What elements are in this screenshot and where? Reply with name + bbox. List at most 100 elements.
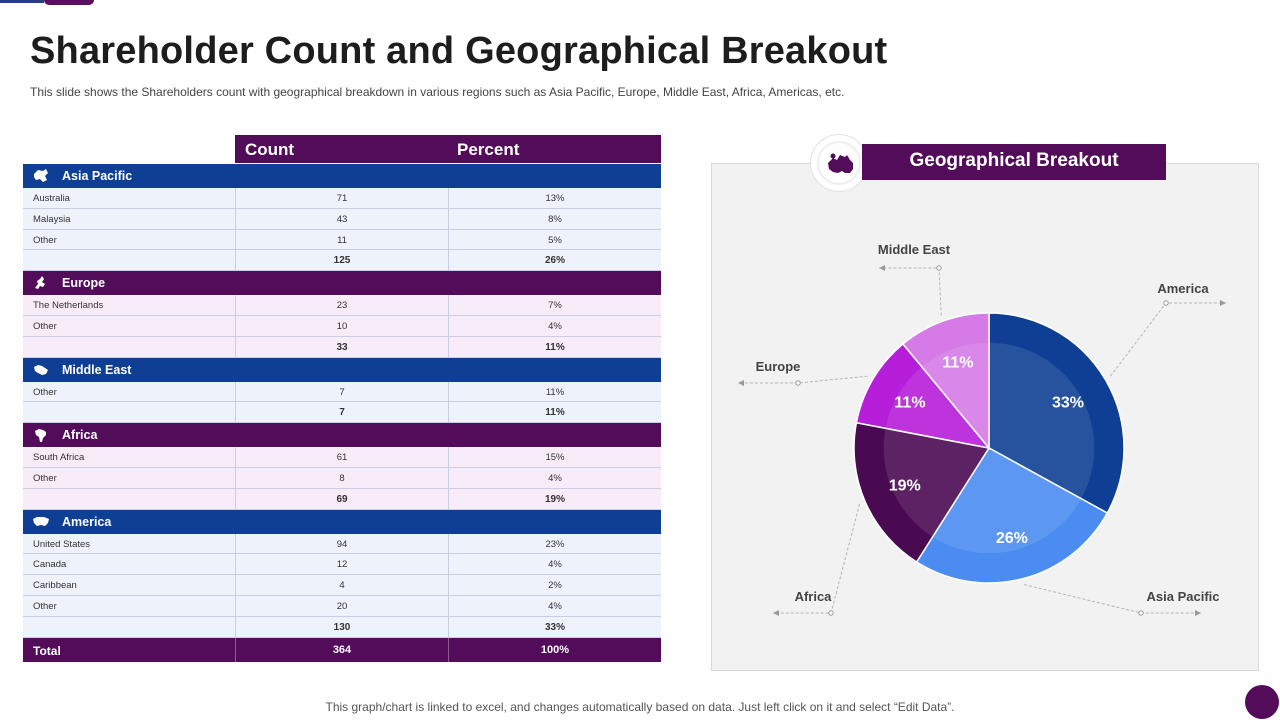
table-row: Other 7 11% [23,381,661,403]
callout-line [738,375,868,384]
row-count: 43 [235,208,448,229]
callout-label: Middle East [878,242,951,257]
row-count: 7 [235,381,448,402]
row-percent: 4% [448,554,661,575]
row-name: Australia [33,193,70,204]
row-name: Other [33,600,57,612]
callout-label: Europe [756,359,801,374]
callout-arrow [1220,300,1226,306]
pie-slice-america [988,312,1125,515]
top-accent-tab [44,0,94,5]
footer-note: This graph/chart is linked to excel, and… [325,700,955,714]
table-row: Other 10 4% [23,315,661,337]
pie-value-label: 11% [942,355,973,372]
row-name: Canada [33,559,67,571]
section-label: Europe [62,276,106,291]
subtotal-count: 69 [235,488,448,509]
page-subtitle: This slide shows the Shareholders count … [30,85,845,99]
header-count: Count [245,140,295,159]
table-row: Other 20 4% [23,595,661,617]
subtotal-percent: 11% [448,402,661,423]
table-row: Caribbean 4 2% [23,575,661,596]
row-name: The Netherlands [33,300,104,312]
row-percent: 13% [448,188,661,208]
row-percent: 4% [448,467,661,488]
pie-value-label: 19% [889,477,921,494]
header-percent: Percent [457,140,520,159]
section-header: Middle East [23,357,661,382]
section-header: America [23,509,661,534]
africa-map-icon [32,427,50,443]
row-count: 12 [235,554,448,575]
row-percent: 15% [448,447,661,467]
section-label: America [62,514,112,529]
row-percent: 4% [448,595,661,616]
callout-dot [936,265,942,271]
row-percent: 2% [448,575,661,595]
row-count: 23 [235,295,448,315]
callout-dot [1163,300,1169,306]
row-count: 8 [235,467,448,488]
subtotal-count: 125 [235,250,448,271]
subtotal-row: 125 26% [23,250,661,272]
callout-label: America [1157,281,1209,296]
callout-label: Africa [795,589,833,604]
row-count: 11 [235,229,448,250]
total-percent: 100% [448,637,661,662]
row-count: 61 [235,447,448,467]
top-accent-bar [0,0,44,3]
subtotal-percent: 19% [448,488,661,509]
row-percent: 11% [448,381,661,402]
pie-value-label: 11% [894,394,925,411]
row-percent: 23% [448,533,661,554]
callout-dot [1138,610,1144,616]
subtotal-row: 69 19% [23,488,661,510]
subtotal-row: 33 11% [23,336,661,358]
callout-line [1109,302,1226,377]
subtotal-count: 33 [235,336,448,357]
row-name: Caribbean [33,580,77,592]
subtotal-percent: 11% [448,336,661,357]
row-name: Other [33,472,57,484]
chart-title: Geographical Breakout [862,144,1166,180]
row-count: 71 [235,188,448,208]
subtotal-count: 7 [235,402,448,423]
callout-dot [795,380,801,386]
table-row: Other 11 5% [23,229,661,251]
pie-chart: 33% 26% 19% 11% 11% America Asia Pacific Africa… [738,242,1226,616]
callout-arrow [773,610,779,616]
asia-pacific-map-icon [32,168,50,184]
callout-arrow [1195,610,1201,616]
pie-slice-europe [855,342,991,450]
callout-label: Asia Pacific [1147,589,1220,604]
section-label: Asia Pacific [62,169,133,183]
europe-map-icon [32,275,50,291]
row-percent: 5% [448,229,661,250]
pie-inner-highlight [883,342,1095,554]
subtotal-row: 130 33% [23,616,661,638]
row-name: Malaysia [33,213,71,225]
table-row: Australia 71 13% [23,188,661,209]
pie-slice-middle-east [901,312,990,451]
section-label: Middle East [62,362,132,377]
section-header: Asia Pacific [23,164,661,188]
row-name: Other [33,234,57,246]
pie-slice-africa [853,421,991,564]
row-percent: 7% [448,295,661,315]
callout-dot [828,610,834,616]
callout-arrow [738,380,744,386]
table-row: Malaysia 43 8% [23,208,661,230]
table-row: The Netherlands 23 7% [23,295,661,316]
table-row: Canada 12 4% [23,554,661,576]
table-header: Count Percent [235,135,661,163]
callout-line [879,267,942,316]
pie-value-label: 26% [996,530,1028,547]
row-name: South Africa [33,452,85,464]
pie-value-label: 33% [1052,394,1084,411]
subtotal-count: 130 [235,616,448,637]
chart-badge [810,134,868,192]
subtotal-percent: 26% [448,250,661,271]
row-percent: 8% [448,208,661,229]
row-percent: 4% [448,315,661,336]
total-count: 364 [235,637,448,662]
